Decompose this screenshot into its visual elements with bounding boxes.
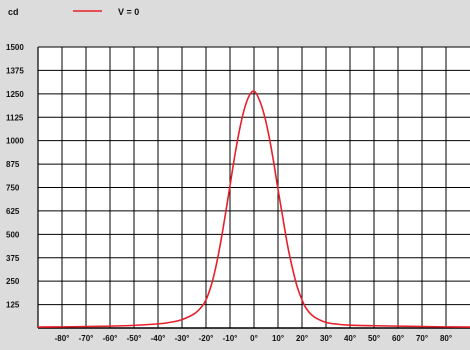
- x-tick-label: 60°: [392, 334, 404, 343]
- y-tick-label: 500: [6, 230, 20, 239]
- x-tick-label: 70°: [416, 334, 428, 343]
- y-tick-label: 625: [6, 207, 20, 216]
- x-tick-label: -30°: [175, 334, 190, 343]
- y-tick-label: 125: [6, 301, 20, 310]
- x-tick-label: -60°: [103, 334, 118, 343]
- y-tick-label: 375: [6, 254, 20, 263]
- legend-label: V = 0: [118, 7, 139, 17]
- x-tick-label: 20°: [296, 334, 308, 343]
- y-tick-label: 250: [6, 277, 20, 286]
- y-tick-label: 1125: [6, 113, 24, 122]
- y-tick-label: 1500: [6, 43, 24, 52]
- x-tick-label: 30°: [320, 334, 332, 343]
- x-tick-label: -70°: [79, 334, 94, 343]
- x-tick-label: 40°: [344, 334, 356, 343]
- x-tick-label: -80°: [55, 334, 70, 343]
- y-tick-label: 1375: [6, 66, 24, 75]
- x-tick-label: -50°: [127, 334, 142, 343]
- x-tick-label: 80°: [440, 334, 452, 343]
- unit-label: cd: [8, 7, 19, 17]
- x-tick-label: 50°: [368, 334, 380, 343]
- x-tick-label: 0°: [250, 334, 258, 343]
- tick-labels: -80° -70° -60° -50° -40° -30° -20° -10° 0° 10° 20°…: [6, 43, 452, 343]
- x-tick-label: 10°: [272, 334, 284, 343]
- y-tick-label: 1250: [6, 90, 24, 99]
- x-tick-label: -20°: [199, 334, 214, 343]
- y-tick-label: 750: [6, 184, 20, 193]
- y-tick-label: 875: [6, 160, 20, 169]
- y-tick-label: 1000: [6, 137, 24, 146]
- x-tick-label: -10°: [223, 334, 238, 343]
- x-tick-label: -40°: [151, 334, 166, 343]
- series-layer: [37, 90, 470, 328]
- series-line: [37, 90, 470, 328]
